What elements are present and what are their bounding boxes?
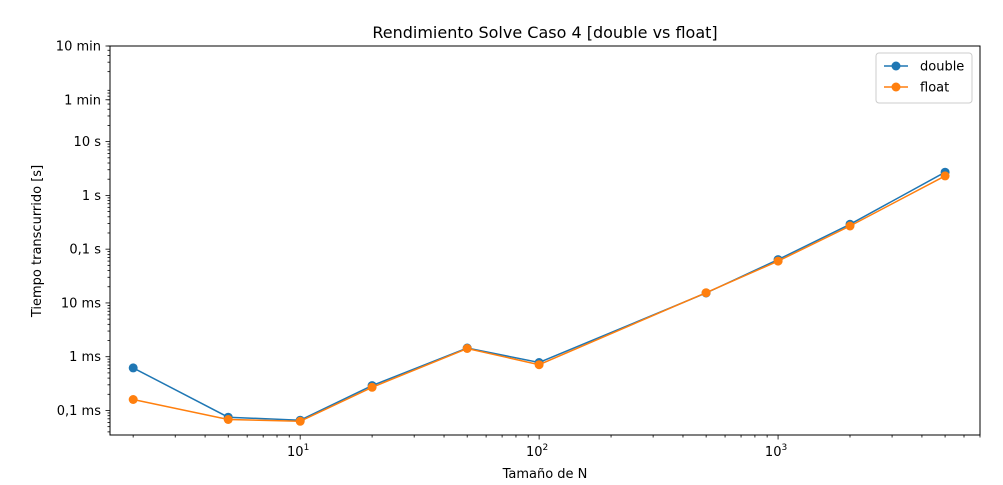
data-point-float xyxy=(534,360,544,370)
x-tick-label: 103 xyxy=(765,443,787,460)
data-point-double xyxy=(128,363,138,373)
plot-area: 101 102 103 0,1 ms 1 ms 10 ms 0,1 s 1 s 10 s 1 mi… xyxy=(56,40,981,460)
y-tick-label: 10 min xyxy=(56,40,101,55)
y-tick-label: 0,1 ms xyxy=(57,404,101,419)
legend-marker-double xyxy=(891,61,901,71)
y-tick-label: 0,1 s xyxy=(69,243,101,258)
data-point-float xyxy=(367,382,377,392)
data-point-float xyxy=(845,221,855,231)
series-line-float xyxy=(133,175,946,423)
y-tick-label: 1 min xyxy=(64,93,101,108)
axes-frame xyxy=(109,45,981,436)
y-tick-label: 10 ms xyxy=(61,296,101,311)
y-tick-label: 1 s xyxy=(82,189,101,204)
y-tick-label: 1 ms xyxy=(69,350,101,365)
legend: double float xyxy=(875,52,973,104)
y-axis-label: Tiempo transcurrido [s] xyxy=(30,165,45,318)
series-line-double xyxy=(132,171,946,421)
data-point-float xyxy=(462,344,472,353)
data-point-float xyxy=(295,416,305,426)
data-point-float xyxy=(701,288,711,298)
data-point-float xyxy=(940,171,950,181)
x-tick-label: 102 xyxy=(526,443,548,460)
y-tick-label: 10 s xyxy=(74,135,102,150)
x-axis-label: Tamaño de N xyxy=(502,467,588,482)
legend-marker-float xyxy=(891,82,901,92)
x-tick-label: 101 xyxy=(287,443,309,460)
data-point-float xyxy=(773,256,783,266)
legend-label-float: float xyxy=(920,81,949,96)
data-point-float xyxy=(128,395,138,404)
data-point-float xyxy=(223,415,233,424)
chart-title: Rendimiento Solve Caso 4 [double vs floa… xyxy=(372,23,717,42)
legend-label-double: double xyxy=(920,60,964,75)
